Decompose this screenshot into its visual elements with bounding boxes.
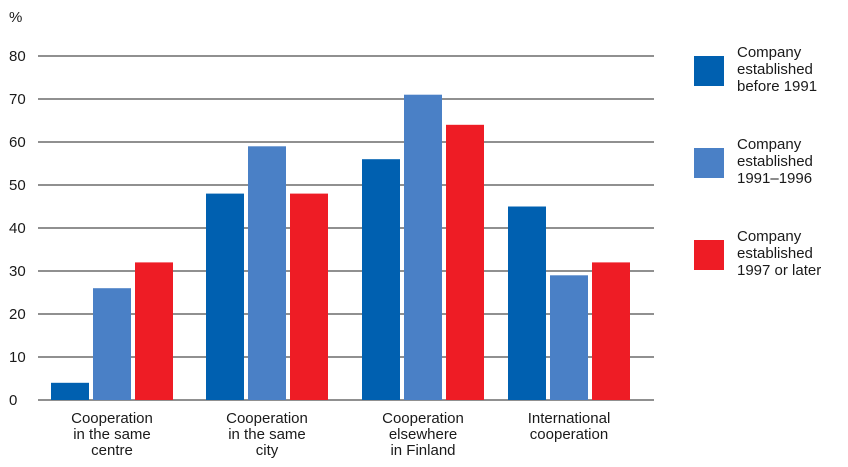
y-tick-label-30: 30: [9, 263, 26, 280]
legend: Company established before 1991 Company …: [694, 44, 848, 320]
bar-2-series-2: [248, 146, 286, 400]
legend-label-series-3: Company established 1997 or later: [737, 228, 822, 279]
bar-4-series-3: [592, 262, 630, 400]
legend-swatch-series-3: [694, 240, 724, 270]
category-labels: Cooperation in the same centre Cooperation i…: [71, 410, 610, 459]
bar-2-series-1: [206, 193, 244, 400]
y-tick-label-80: 80: [9, 48, 26, 65]
category-label-4: International cooperation: [528, 410, 611, 443]
bar-3-series-1: [362, 159, 400, 400]
y-tick-label-10: 10: [9, 349, 26, 366]
legend-label-series-2: Company established 1991–1996: [737, 136, 813, 187]
bars: [51, 94, 630, 401]
bar-3-series-2: [404, 94, 442, 400]
y-tick-label-60: 60: [9, 134, 26, 151]
category-label-2: Cooperation in the same city: [226, 410, 308, 459]
y-tick-label-40: 40: [9, 220, 26, 237]
y-tick-label-0: 0: [9, 392, 17, 409]
bar-1-series-2: [93, 288, 131, 400]
bar-3-series-3: [446, 124, 484, 401]
category-label-1: Cooperation in the same centre: [71, 410, 153, 459]
bar-2-series-3: [290, 193, 328, 400]
y-axis-unit-label: %: [9, 9, 22, 26]
legend-item-series-2: Company established 1991–1996: [694, 136, 848, 228]
bar-1-series-3: [135, 262, 173, 400]
bar-1-series-1: [51, 382, 89, 400]
bar-4-series-1: [508, 206, 546, 400]
legend-swatch-series-2: [694, 148, 724, 178]
y-tick-label-50: 50: [9, 177, 26, 194]
legend-swatch-series-1: [694, 56, 724, 86]
bar-4-series-2: [550, 275, 588, 400]
category-label-3: Cooperation elsewhere in Finland: [382, 410, 464, 459]
y-axis-tick-labels: 0 10 20 30 40 50 60 70 80: [9, 48, 26, 409]
legend-item-series-3: Company established 1997 or later: [694, 228, 848, 320]
y-tick-label-20: 20: [9, 306, 26, 323]
legend-item-series-1: Company established before 1991: [694, 44, 848, 136]
legend-label-series-1: Company established before 1991: [737, 44, 818, 95]
y-tick-label-70: 70: [9, 91, 26, 108]
